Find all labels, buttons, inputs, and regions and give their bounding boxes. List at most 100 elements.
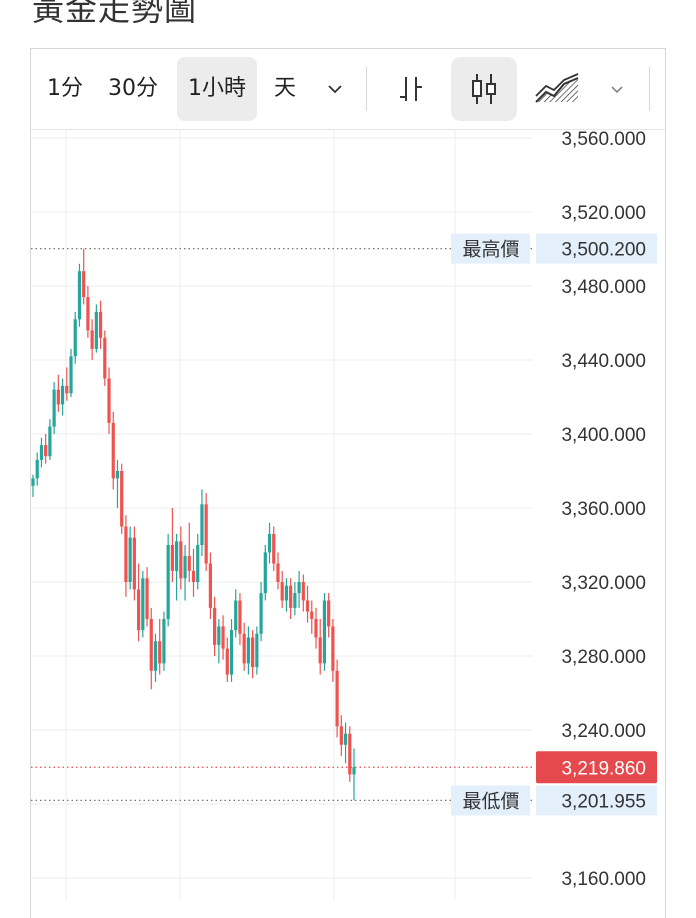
candle-body [284,585,289,601]
candle-body [297,582,301,594]
low-price-tag-bg [451,785,530,816]
y-tick-label: 3,320.000 [561,573,646,594]
candle-body [352,767,356,775]
candle-body [204,504,208,564]
candle-body [221,626,225,649]
candle-body [305,600,310,612]
candle-body [318,637,322,664]
candle-body [52,389,56,427]
interval-day-button[interactable]: 天 [273,76,296,101]
candle-body [234,600,238,631]
candle-body [166,545,170,619]
toolbar-divider [366,67,367,111]
candle-body [48,426,52,457]
candle-body [208,563,212,608]
candle-body [225,648,229,675]
candlestick-icon[interactable] [451,57,517,121]
candle-body [179,541,183,579]
candle-body [339,726,343,745]
candle-body [73,319,77,357]
high-price-tag: 最高價 [462,239,519,261]
candle-body [191,570,196,582]
candle-body [263,552,267,594]
candle-body [187,556,191,571]
interval-1min-button[interactable]: 1分 [47,76,83,101]
candle-body [267,533,272,553]
candle-body [175,541,179,571]
candle-body [82,271,86,298]
candle-body [56,389,60,405]
candle-body [251,637,255,668]
candle-body [343,733,348,745]
page-title: 黃金走勢圖 [32,0,198,28]
y-tick-label: 3,360.000 [561,499,646,520]
chart-type-chevron-down-icon[interactable] [597,57,637,121]
candle-body [124,526,128,582]
candle-body [213,607,217,645]
candle-body [141,578,145,631]
ohlc-bars-icon[interactable] [387,57,435,121]
candle-body [145,578,149,619]
current-price-bg [536,751,657,784]
low-value-label: 3,201.955 [561,791,646,812]
candle-body [255,633,259,668]
y-tick-label: 3,280.000 [561,647,646,668]
candle-body [128,537,132,582]
candle-body [183,556,187,579]
candle-body [217,626,221,645]
candle-body [242,633,246,664]
y-tick-label: 3,400.000 [561,425,646,446]
y-tick-label: 3,440.000 [561,351,646,372]
candle-body [170,545,174,571]
candle-body [153,641,158,671]
interval-30min-button[interactable]: 30分 [108,76,158,101]
candle-body [280,582,284,601]
candle-body [77,271,82,320]
candle-body [331,626,335,671]
candle-body [158,641,162,664]
candle-body [196,545,200,582]
low-price-tag: 最低價 [462,790,519,812]
candle-body [162,619,166,664]
candle-body [149,619,153,671]
candle-body [115,471,120,479]
candle-body [107,378,111,423]
candle-body [229,630,234,675]
high-value-bg [536,233,657,264]
candles [31,248,356,801]
price-axis: 3,560.000 3,520.000 3,480.000 3,440.000 3,40… [536,129,657,890]
interval-1hour-button[interactable]: 1小時 [177,57,257,121]
candle-body [44,445,48,457]
toolbar-divider-right [649,67,650,111]
candle-body [94,311,98,349]
y-tick-label: 3,520.000 [561,203,646,224]
candle-body [39,445,44,460]
current-price-label: 3,219.860 [561,758,646,779]
candle-body [310,611,314,619]
y-tick-label: 3,240.000 [561,721,646,742]
candle-body [327,600,331,627]
candle-body [90,330,94,349]
candle-body [272,533,276,564]
candle-body [301,582,305,601]
chevron-down-icon[interactable] [315,57,355,121]
candle-body [120,471,124,527]
candle-body [289,585,293,608]
area-chart-icon[interactable] [529,57,585,121]
candle-body [276,563,280,582]
candle-body [136,589,141,631]
candle-body [335,670,339,727]
candle-body [69,356,73,394]
candle-body [60,385,65,405]
y-tick-label: 3,160.000 [561,869,646,890]
candle-body [111,422,115,479]
chart-toolbar: 1分 30分 1小時 天 [31,49,665,130]
candle-body [348,733,352,775]
candle-body [322,600,327,664]
high-value-label: 3,500.200 [561,240,646,261]
candle-body [259,593,263,634]
candle-body [65,385,69,394]
candle-body [86,297,90,331]
candle-body [246,637,251,664]
